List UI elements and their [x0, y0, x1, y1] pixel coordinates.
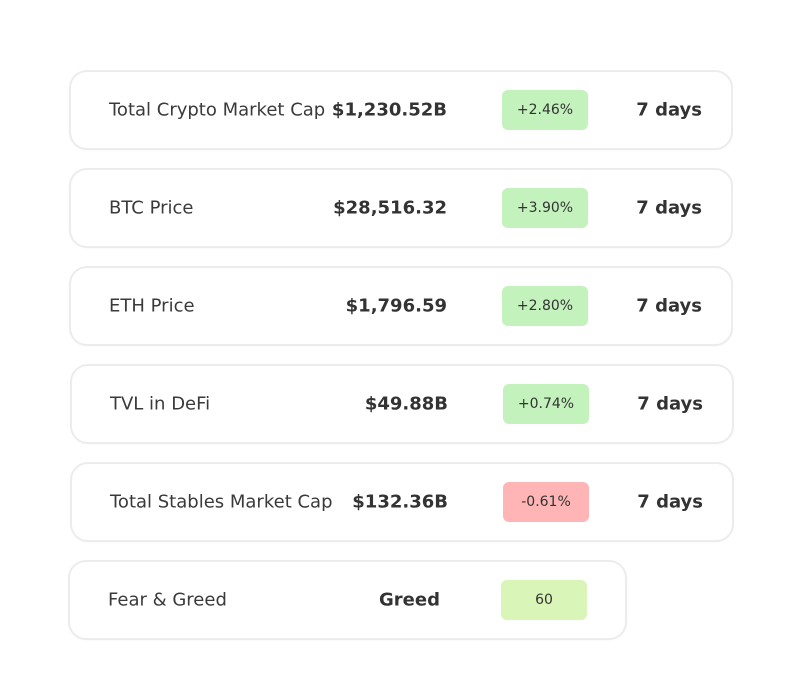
metric-card-total-stables-market-cap: Total Stables Market Cap $132.36B -0.61%… [70, 462, 734, 542]
change-badge: -0.61% [503, 482, 589, 522]
fear-greed-score-badge: 60 [501, 580, 587, 620]
fear-greed-status: Greed [379, 589, 440, 611]
metric-label: ETH Price [109, 295, 195, 317]
metric-value: $1,796.59 [345, 295, 447, 317]
period-label: 7 days [636, 197, 702, 219]
metric-card-eth-price: ETH Price $1,796.59 +2.80% 7 days [69, 266, 733, 346]
period-label: 7 days [636, 99, 702, 121]
fear-greed-label: Fear & Greed [108, 589, 227, 611]
period-label: 7 days [636, 295, 702, 317]
metric-card-btc-price: BTC Price $28,516.32 +3.90% 7 days [69, 168, 733, 248]
period-label: 7 days [637, 393, 703, 415]
metric-value: $28,516.32 [333, 197, 447, 219]
change-badge: +3.90% [502, 188, 588, 228]
change-badge: +2.46% [502, 90, 588, 130]
metric-value: $132.36B [352, 491, 448, 513]
change-badge: +0.74% [503, 384, 589, 424]
period-label: 7 days [637, 491, 703, 513]
fear-greed-card: Fear & Greed Greed 60 [68, 560, 627, 640]
metric-label: TVL in DeFi [110, 393, 211, 415]
metric-card-tvl-in-defi: TVL in DeFi $49.88B +0.74% 7 days [70, 364, 734, 444]
metric-label: Total Stables Market Cap [110, 491, 333, 513]
metric-value: $1,230.52B [331, 99, 447, 121]
metric-label: Total Crypto Market Cap [109, 99, 326, 121]
metric-card-total-crypto-market-cap: Total Crypto Market Cap $1,230.52B +2.46… [69, 70, 733, 150]
change-badge: +2.80% [502, 286, 588, 326]
metric-label: BTC Price [109, 197, 194, 219]
metric-value: $49.88B [364, 393, 448, 415]
